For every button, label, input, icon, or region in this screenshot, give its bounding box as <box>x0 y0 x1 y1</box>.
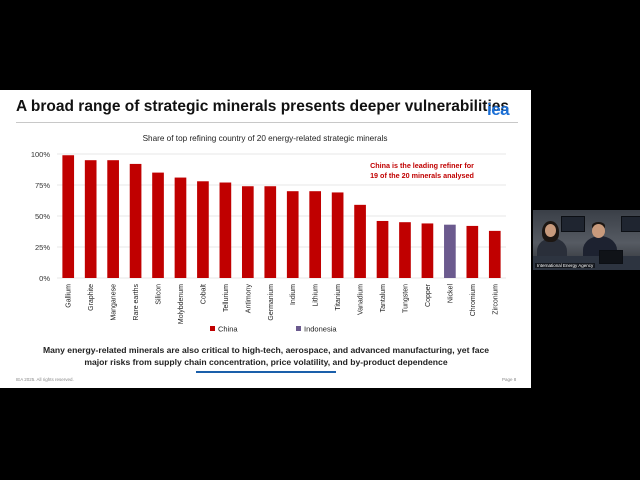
chart-annotation-line2: 19 of the 20 minerals analysed <box>370 171 474 180</box>
bar-chromium <box>466 225 479 278</box>
bar-lithium <box>309 191 322 278</box>
legend-swatch-indonesia <box>296 326 301 331</box>
bar-tungsten <box>399 222 411 278</box>
desk-laptop <box>599 250 623 264</box>
legend-label-china: China <box>218 325 238 334</box>
bar-zirconium <box>488 230 501 278</box>
footnote-line-2: major risks from supply chain concentrat… <box>84 357 448 367</box>
x-tick-label: Gallium <box>66 284 73 308</box>
bar-vanadium <box>354 204 366 278</box>
x-tick-label: Chromium <box>470 284 477 316</box>
y-tick-label: 0% <box>39 274 50 283</box>
speaker-video-feed[interactable]: International Energy Agency <box>533 210 640 270</box>
x-tick-label: Vanadium <box>358 284 365 315</box>
x-tick-label: Silicon <box>156 284 163 305</box>
footer-accent-bar <box>196 371 336 373</box>
page-number: Page 8 <box>502 377 517 382</box>
bar-rare-earths <box>129 163 142 278</box>
copyright-text: IEA 2025. All rights reserved. <box>16 377 74 382</box>
bar-germanium <box>264 186 277 278</box>
chart-title: Share of top refining country of 20 ener… <box>143 134 388 143</box>
speaker-left-head <box>545 224 556 237</box>
slide-footnote: Many energy-related minerals are also cr… <box>16 344 516 368</box>
bar-gallium <box>62 155 75 278</box>
x-tick-label: Graphite <box>88 284 95 311</box>
bar-nickel <box>444 224 456 278</box>
x-tick-label: Zirconium <box>492 284 499 315</box>
y-tick-label: 25% <box>35 243 50 252</box>
bar-silicon <box>152 172 164 278</box>
chart-annotation-line1: China is the leading refiner for <box>370 161 474 170</box>
video-caption: International Energy Agency <box>535 263 596 268</box>
legend-swatch-china <box>210 326 215 331</box>
x-tick-label: Germanium <box>268 284 275 321</box>
iea-logo: iea <box>487 100 510 119</box>
bar-indium <box>286 191 299 278</box>
bar-copper <box>421 223 434 278</box>
x-tick-label: Tellurium <box>223 284 230 312</box>
x-tick-label: Nickel <box>447 284 454 304</box>
x-tick-label: Tantalum <box>380 284 387 313</box>
title-divider <box>16 122 518 123</box>
slide-title: A broad range of strategic minerals pres… <box>16 98 510 115</box>
x-tick-label: Antimony <box>245 284 252 314</box>
x-tick-label: Cobalt <box>200 284 207 304</box>
y-tick-label: 100% <box>31 150 51 159</box>
bar-molybdenum <box>174 177 187 278</box>
bar-cobalt <box>197 181 209 278</box>
legend-label-indonesia: Indonesia <box>304 325 337 334</box>
background-monitor <box>561 216 585 232</box>
x-tick-label: Lithium <box>313 284 320 307</box>
footnote-line-1: Many energy-related minerals are also cr… <box>42 345 490 355</box>
speaker-right-head <box>592 224 605 238</box>
x-tick-label: Titanium <box>335 284 342 311</box>
bar-tellurium <box>219 182 232 278</box>
y-tick-label: 50% <box>35 212 50 221</box>
bar-tantalum <box>376 220 389 278</box>
x-tick-label: Copper <box>425 283 432 307</box>
x-tick-label: Tungsten <box>402 284 409 313</box>
x-tick-label: Molybdenum <box>178 284 185 324</box>
bar-titanium <box>331 192 344 278</box>
x-tick-label: Rare earths <box>133 284 140 321</box>
bar-antimony <box>241 186 254 278</box>
bar-chart: Share of top refining country of 20 ener… <box>31 134 506 334</box>
x-tick-label: Indium <box>290 284 297 305</box>
x-tick-label: Manganese <box>111 284 118 321</box>
y-tick-label: 75% <box>35 181 50 190</box>
bar-manganese <box>107 160 119 278</box>
presentation-slide: A broad range of strategic minerals pres… <box>0 90 531 388</box>
bar-graphite <box>84 160 97 278</box>
background-monitor-right <box>621 216 640 232</box>
